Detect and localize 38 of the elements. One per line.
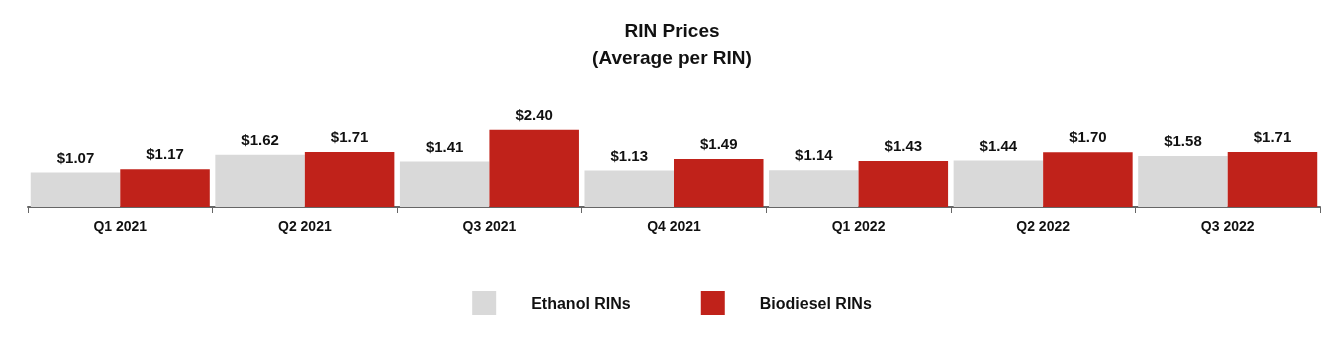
data-label: $1.41 [425, 137, 464, 155]
data-label: $1.62 [241, 130, 279, 148]
chart-title: RIN Prices (Average per RIN) [592, 20, 752, 68]
bar [1138, 156, 1228, 207]
x-tick-label: Q4 2021 [647, 218, 702, 234]
x-tick-label: Q1 2021 [93, 218, 148, 234]
bar [674, 158, 764, 207]
bar [858, 160, 949, 207]
x-tick-label: Q1 2022 [831, 218, 886, 234]
data-label: $1.07 [56, 148, 95, 166]
bar [1043, 152, 1133, 207]
bar [584, 170, 674, 207]
bar [953, 160, 1044, 207]
bar [489, 129, 579, 207]
data-label: $1.70 [1069, 128, 1107, 146]
x-tick-label: Q3 2022 [1200, 218, 1255, 234]
data-label: $1.43 [884, 136, 923, 154]
x-tick-label: Q2 2021 [278, 218, 332, 234]
legend-label: Biodiesel RINs [759, 294, 872, 312]
bar [30, 172, 121, 207]
data-label: $1.44 [979, 136, 1018, 154]
x-tick-label: Q2 2022 [1016, 218, 1071, 234]
bar [304, 151, 395, 207]
data-label: $1.13 [610, 146, 649, 164]
data-label: $1.71 [330, 127, 369, 145]
data-label: $1.17 [146, 145, 184, 163]
data-label: $1.58 [1164, 132, 1202, 150]
bar [399, 161, 490, 207]
x-tick-label: Q3 2021 [462, 218, 517, 234]
bar [215, 154, 305, 207]
bar [769, 170, 859, 207]
data-label: $1.49 [699, 134, 738, 152]
bar [1227, 151, 1318, 207]
data-label: $2.40 [515, 105, 553, 123]
legend-label: Ethanol RINs [531, 294, 631, 312]
bar [120, 169, 210, 207]
data-label: $1.71 [1253, 127, 1292, 145]
data-label: $1.14 [795, 146, 834, 164]
